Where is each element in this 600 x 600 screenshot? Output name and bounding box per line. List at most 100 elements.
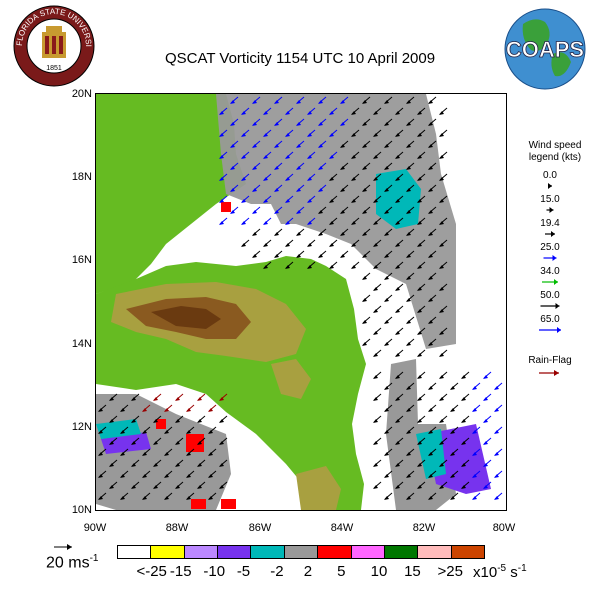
wind-arrow [208,404,217,412]
scale-exponent: -1 [89,553,99,564]
wind-arrow [329,239,338,247]
wind-arrow [439,305,448,313]
lon-label-80w: 80W [492,522,516,534]
colorbar-tick-label-6: 5 [337,563,346,580]
wind-arrow [230,140,239,148]
wind-arrow [351,239,360,247]
wind-arrow [384,184,393,192]
wind-arrow [175,481,184,489]
wind-arrow [483,415,492,423]
wind-arrow [153,459,162,467]
wind-arrow [417,239,426,247]
wind-arrow [296,206,305,214]
wind-arrow [241,195,250,203]
wind-arrow [406,206,415,214]
wind-arrow [406,162,415,170]
wind-arrow [483,371,492,379]
wind-arrow [384,470,393,478]
wind-arrow [373,415,382,423]
wind-arrow [109,437,118,445]
wind-arrow [340,140,349,148]
wind-arrow [395,327,404,335]
wind-arrow [417,415,426,423]
wind-arrow [395,129,404,137]
colorbar-swatch-8 [384,546,419,558]
colorbar-swatch-0 [118,546,152,558]
wind-arrow [428,228,437,236]
wind-arrow [395,217,404,225]
legend-value-0: 0.0 [543,170,557,181]
wind-arrow [417,371,426,379]
scale-value: 20 [46,554,64,572]
wind-arrow [494,426,503,434]
wind-arrow [373,239,382,247]
wind-arrow [428,338,437,346]
scale-label: 20 ms-1 [46,553,98,572]
wind-arrow [186,492,195,500]
wind-arrow [307,195,316,203]
wind-arrow [197,393,206,401]
wind-arrow [483,437,492,445]
wind-arrow [384,118,393,126]
wind-arrow [428,382,437,390]
wind-arrow [450,404,459,412]
wind-arrow [373,107,382,115]
rain-flag-arrow-icon [539,370,559,376]
wind-arrow [494,492,503,500]
wind-arrow [428,162,437,170]
wind-arrow [241,151,250,159]
wind-arrow [439,371,448,379]
wind-arrow [439,415,448,423]
wind-arrow [439,437,448,445]
wind-arrow [98,404,107,412]
wind-arrow [494,470,503,478]
wind-arrow [219,107,228,115]
yucatan-landmass [96,94,246,294]
legend-rows: 0.0 15.0 19.4 25.0 34.0 50.0 65.0 [510,164,600,364]
wind-arrow [395,305,404,313]
wind-arrow [142,448,151,456]
wind-arrow [340,118,349,126]
lon-label-82w: 82W [412,522,436,534]
wind-arrow [373,481,382,489]
colorbar-swatch-4 [251,546,285,558]
wind-arrow [351,173,360,181]
south-highlands [296,466,341,510]
wind-arrow [274,184,283,192]
wind-arrow [384,228,393,236]
wind-arrow [351,195,360,203]
wind-arrow [263,173,272,181]
wind-arrow [417,349,426,357]
wind-arrow [406,426,415,434]
wind-arrow [307,151,316,159]
wind-arrow [362,96,371,104]
wind-arrow [362,228,371,236]
scale-arrow-icon [54,544,72,550]
wind-arrow [164,448,173,456]
legend-arrow-4 [542,279,558,285]
colorbar-swatch-7 [351,546,385,558]
wind-arrow [439,459,448,467]
wind-arrow [219,217,228,225]
colorbar-swatch-1 [151,546,185,558]
wind-arrow [362,316,371,324]
wind-arrow [109,393,118,401]
wind-arrow [450,492,459,500]
legend-value-1: 15.0 [540,194,560,205]
wind-arrow [494,448,503,456]
wind-arrow [461,393,470,401]
legend-value-3: 25.0 [540,242,560,253]
wind-arrow [417,261,426,269]
wind-arrow [362,338,371,346]
wind-arrow [263,261,272,269]
wind-arrow [263,129,272,137]
land-layer [96,94,366,510]
wind-arrow [329,107,338,115]
wind-arrow [186,448,195,456]
wind-arrow [142,426,151,434]
wind-arrow [186,426,195,434]
wind-arrow [472,492,481,500]
legend-arrow-0 [548,183,552,189]
wind-arrow [208,470,217,478]
map-title: QSCAT Vorticity 1154 UTC 10 April 2009 [164,50,436,67]
